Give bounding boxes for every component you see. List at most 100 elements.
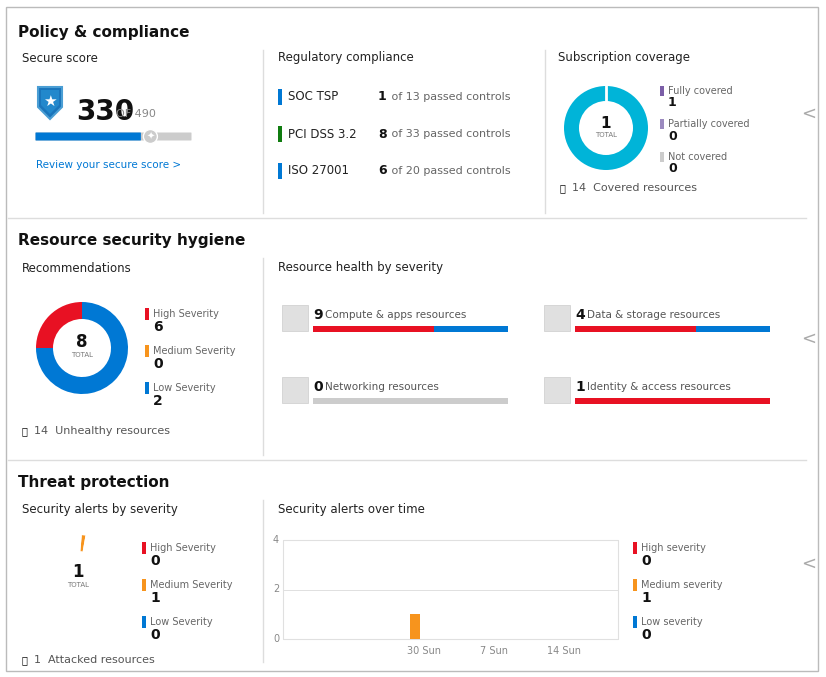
Text: ✦: ✦	[146, 131, 154, 141]
Text: 0: 0	[668, 162, 676, 175]
Text: 4: 4	[273, 535, 279, 545]
FancyBboxPatch shape	[282, 305, 308, 331]
Text: 1  Attacked resources: 1 Attacked resources	[34, 655, 154, 665]
Wedge shape	[36, 302, 82, 348]
FancyBboxPatch shape	[278, 89, 282, 105]
Text: <: <	[801, 330, 816, 348]
Text: Partially covered: Partially covered	[668, 119, 749, 129]
Text: Recommendations: Recommendations	[22, 261, 132, 274]
Wedge shape	[35, 535, 121, 621]
FancyBboxPatch shape	[313, 326, 434, 332]
Text: Low Severity: Low Severity	[153, 383, 216, 393]
FancyBboxPatch shape	[660, 152, 664, 162]
Text: 🔷: 🔷	[560, 183, 566, 193]
Text: <: <	[801, 554, 816, 573]
FancyBboxPatch shape	[434, 326, 508, 332]
Text: 14 Sun: 14 Sun	[548, 646, 582, 656]
Text: <: <	[801, 105, 816, 123]
Text: 9: 9	[313, 308, 323, 322]
FancyBboxPatch shape	[411, 614, 420, 639]
FancyBboxPatch shape	[283, 540, 618, 639]
FancyBboxPatch shape	[633, 579, 637, 591]
FancyBboxPatch shape	[142, 616, 146, 628]
Text: 14  Unhealthy resources: 14 Unhealthy resources	[34, 426, 170, 436]
Text: Security alerts by severity: Security alerts by severity	[22, 504, 178, 517]
Text: 1: 1	[150, 591, 159, 605]
FancyBboxPatch shape	[36, 133, 141, 141]
Text: High severity: High severity	[641, 543, 706, 553]
Text: Medium Severity: Medium Severity	[153, 346, 235, 356]
Text: of 20 passed controls: of 20 passed controls	[388, 166, 510, 176]
FancyBboxPatch shape	[6, 7, 818, 671]
FancyBboxPatch shape	[145, 308, 149, 320]
FancyBboxPatch shape	[145, 345, 149, 357]
Text: 🔷: 🔷	[22, 655, 28, 665]
FancyBboxPatch shape	[633, 616, 637, 628]
FancyBboxPatch shape	[313, 398, 508, 404]
Text: Secure score: Secure score	[22, 51, 97, 64]
Text: Resource security hygiene: Resource security hygiene	[18, 232, 245, 248]
Polygon shape	[41, 90, 59, 114]
FancyBboxPatch shape	[633, 542, 637, 554]
Text: Not covered: Not covered	[668, 152, 727, 162]
Text: 1: 1	[601, 116, 611, 131]
Polygon shape	[38, 87, 62, 119]
Text: 2: 2	[273, 584, 279, 594]
Text: PCI DSS 3.2: PCI DSS 3.2	[288, 127, 357, 141]
FancyBboxPatch shape	[278, 126, 282, 142]
Text: 1: 1	[575, 380, 585, 394]
Text: Review your secure score >: Review your secure score >	[36, 160, 181, 170]
FancyBboxPatch shape	[282, 377, 308, 403]
FancyBboxPatch shape	[660, 119, 664, 129]
FancyBboxPatch shape	[695, 326, 770, 332]
Text: 0: 0	[150, 554, 159, 568]
Wedge shape	[80, 535, 85, 551]
Text: TOTAL: TOTAL	[595, 132, 617, 138]
FancyBboxPatch shape	[544, 305, 570, 331]
Text: Fully covered: Fully covered	[668, 86, 733, 96]
Text: Identity & access resources: Identity & access resources	[587, 382, 731, 392]
Text: Medium Severity: Medium Severity	[150, 580, 232, 590]
Text: Threat protection: Threat protection	[18, 475, 169, 489]
Text: TOTAL: TOTAL	[71, 352, 93, 358]
Text: Compute & apps resources: Compute & apps resources	[325, 310, 467, 320]
Text: Regulatory compliance: Regulatory compliance	[278, 51, 414, 64]
Text: 🔷: 🔷	[22, 426, 28, 436]
Text: 1: 1	[668, 97, 676, 110]
Text: Low Severity: Low Severity	[150, 617, 212, 627]
Text: Low severity: Low severity	[641, 617, 703, 627]
FancyBboxPatch shape	[544, 377, 570, 403]
Text: SOC TSP: SOC TSP	[288, 91, 339, 104]
Text: 1: 1	[641, 591, 651, 605]
Text: Policy & compliance: Policy & compliance	[18, 24, 189, 39]
FancyBboxPatch shape	[575, 326, 695, 332]
Text: 0: 0	[273, 634, 279, 644]
FancyBboxPatch shape	[575, 398, 770, 404]
Text: 0: 0	[150, 628, 159, 642]
FancyBboxPatch shape	[36, 133, 192, 141]
FancyBboxPatch shape	[145, 382, 149, 394]
Text: 0: 0	[313, 380, 323, 394]
Text: 2: 2	[153, 394, 163, 408]
Text: TOTAL: TOTAL	[67, 582, 89, 588]
Text: ★: ★	[43, 93, 57, 108]
Circle shape	[579, 101, 633, 155]
Text: Networking resources: Networking resources	[325, 382, 439, 392]
Text: 8: 8	[76, 333, 88, 351]
Circle shape	[564, 86, 648, 170]
Text: Security alerts over time: Security alerts over time	[278, 504, 425, 517]
Text: 1: 1	[72, 563, 83, 581]
Text: 7 Sun: 7 Sun	[480, 646, 508, 656]
FancyBboxPatch shape	[142, 542, 146, 554]
Text: 1: 1	[378, 91, 387, 104]
Text: 6: 6	[378, 165, 387, 177]
Text: Resource health by severity: Resource health by severity	[278, 261, 443, 274]
Text: High Severity: High Severity	[150, 543, 216, 553]
Text: ISO 27001: ISO 27001	[288, 165, 349, 177]
Circle shape	[144, 129, 158, 144]
Text: 0: 0	[668, 129, 676, 142]
Text: Data & storage resources: Data & storage resources	[587, 310, 720, 320]
Text: 4: 4	[575, 308, 585, 322]
Text: 330: 330	[76, 98, 134, 126]
FancyBboxPatch shape	[142, 579, 146, 591]
